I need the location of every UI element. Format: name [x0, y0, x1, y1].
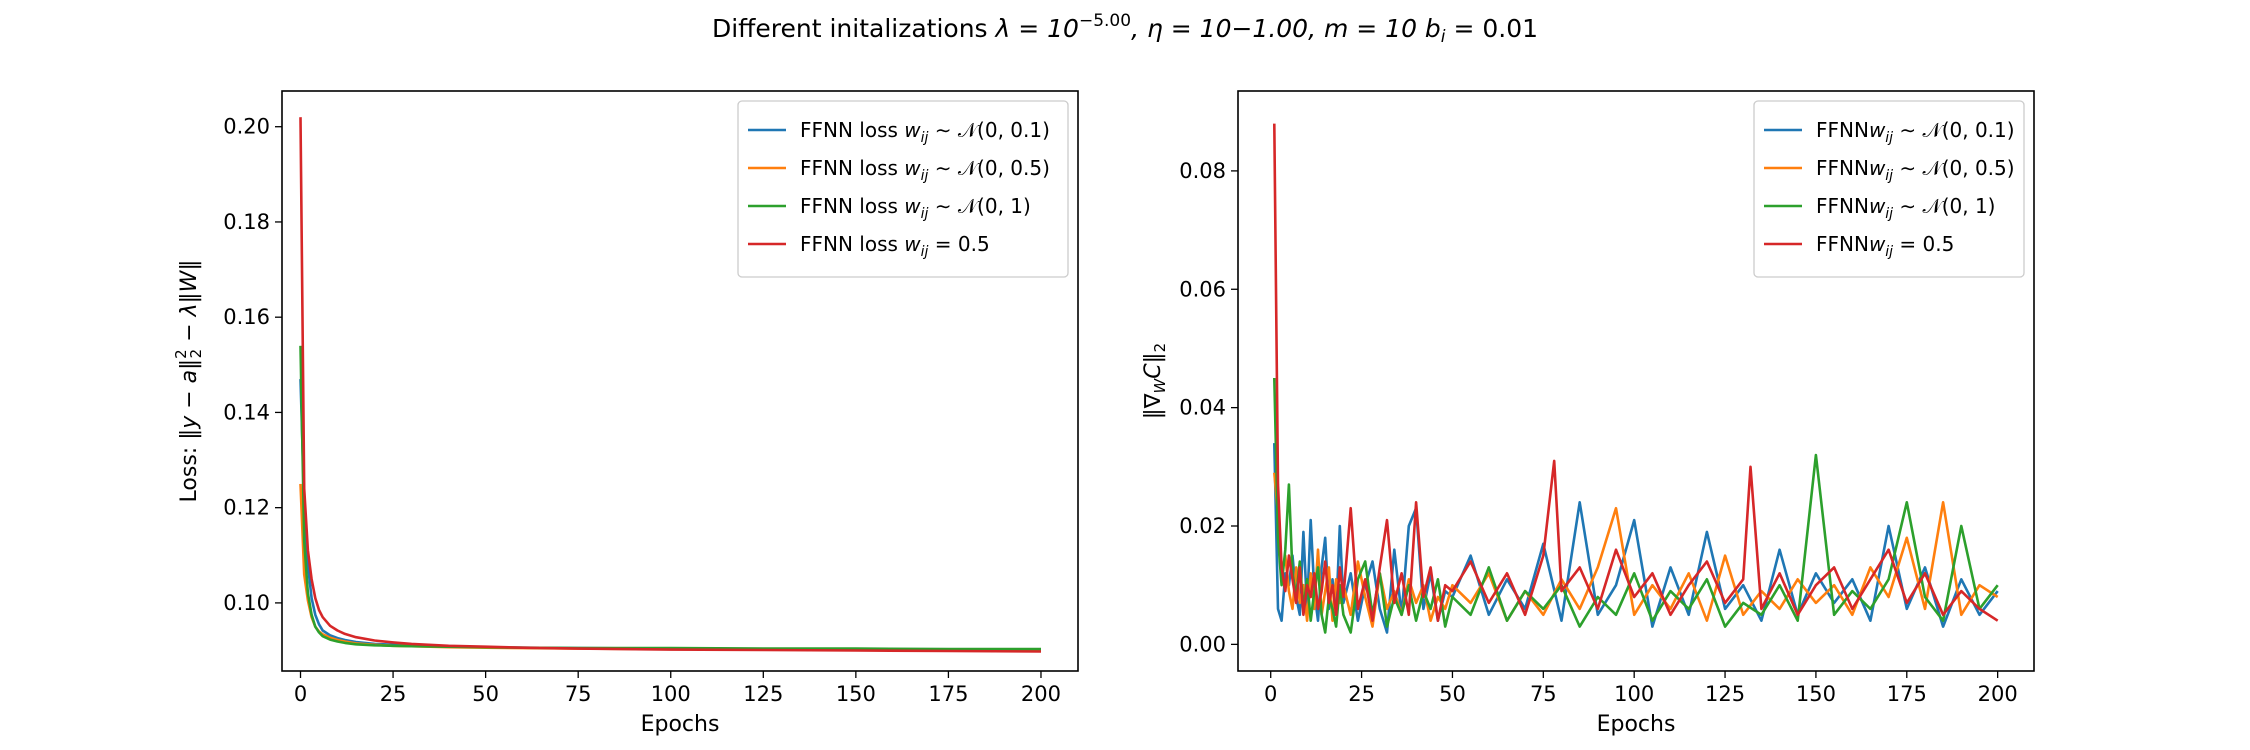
x-tick-label: 0 [1264, 682, 1277, 706]
legend-entry: FFNN loss wij ∼ 𝒩(0, 0.5) [800, 156, 1050, 184]
x-tick-label: 125 [1705, 682, 1745, 706]
figure-suptitle: Different initalizations λ = 10−5.00, η … [712, 11, 1538, 47]
y-tick-label: 0.06 [1179, 277, 1226, 301]
y-axis-label: Loss: ‖y − a‖22 − λ‖W‖ [172, 260, 205, 503]
y-axis-label: ‖∇WC‖2 [1141, 343, 1169, 419]
series-line-4 [1273, 123, 1999, 623]
x-tick-label: 175 [928, 682, 968, 706]
y-tick-label: 0.16 [223, 305, 270, 329]
series-line-2 [299, 483, 1042, 653]
y-tick-label: 0.20 [223, 115, 270, 139]
y-tick-label: 0.18 [223, 210, 270, 234]
x-tick-label: 75 [1530, 682, 1557, 706]
x-tick-label: 0 [294, 682, 307, 706]
plot-frame [281, 90, 1079, 672]
x-tick-label: 50 [1439, 682, 1466, 706]
x-tick-label: 75 [565, 682, 592, 706]
x-tick-label: 150 [836, 682, 876, 706]
x-tick-label: 200 [1978, 682, 2018, 706]
x-axis-label: Epochs [1597, 712, 1676, 737]
gradient-norm-chart: 0 25 50 75 100 125 150 175 200 0.00 0.02 0.04 0.06 0.… [1141, 90, 2035, 737]
x-tick-label: 100 [651, 682, 691, 706]
y-tick-label: 0.12 [223, 496, 270, 520]
loss-chart: 0 25 50 75 100 125 150 175 200 0.10 0.12 0.14 0.16 0.… [172, 90, 1079, 737]
legend-frame [737, 100, 1069, 278]
legend: FFNN loss wij ∼ 𝒩(0, 0.1) FFNN loss wij ∼… [737, 100, 1069, 278]
legend-entry: FFNN loss wij ∼ 𝒩(0, 0.1) [800, 118, 1050, 146]
plot-frame [1237, 90, 2035, 672]
x-axis-label: Epochs [641, 712, 720, 737]
legend-entry: FFNNwij ∼ 𝒩(0, 1) [1816, 194, 1995, 222]
x-tick-label: 200 [1021, 682, 1061, 706]
y-tick-label: 0.08 [1179, 159, 1226, 183]
y-tick-label: 0.00 [1179, 632, 1226, 656]
y-tick-label: 0.04 [1179, 396, 1226, 420]
x-tick-label: 175 [1887, 682, 1927, 706]
series-line-4 [299, 117, 1042, 653]
legend-entry: FFNN loss wij ∼ 𝒩(0, 1) [800, 194, 1031, 222]
y-tick-label: 0.14 [223, 400, 270, 424]
legend-entry: FFNNwij = 0.5 [1816, 232, 1954, 260]
legend-frame [1753, 100, 2025, 278]
series-line-3 [1273, 377, 1999, 634]
legend-entry: FFNN loss wij = 0.5 [800, 232, 990, 260]
series-line-1 [299, 379, 1041, 651]
x-tick-label: 100 [1614, 682, 1654, 706]
legend-entry: FFNNwij ∼ 𝒩(0, 0.5) [1816, 156, 2015, 184]
x-tick-label: 125 [743, 682, 783, 706]
x-tick-label: 25 [1348, 682, 1375, 706]
x-tick-label: 50 [472, 682, 499, 706]
x-tick-label: 150 [1796, 682, 1836, 706]
x-tick-label: 25 [380, 682, 407, 706]
y-tick-label: 0.02 [1179, 514, 1226, 538]
legend: FFNNwij ∼ 𝒩(0, 0.1) FFNNwij ∼ 𝒩(0, 0.5) FF… [1753, 100, 2025, 278]
y-tick-label: 0.10 [223, 591, 270, 615]
legend-entry: FFNNwij ∼ 𝒩(0, 0.1) [1816, 118, 2015, 146]
series-line-3 [299, 345, 1041, 651]
